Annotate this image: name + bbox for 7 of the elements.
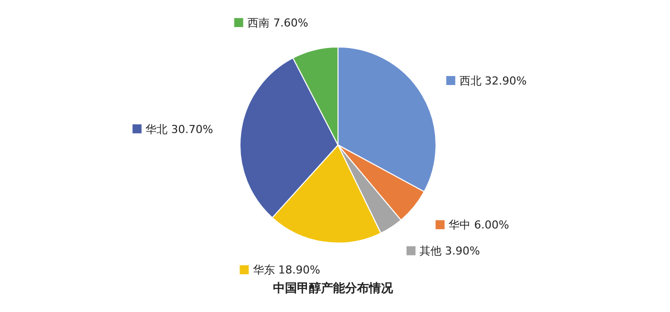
legend-label: 西南 7.60% <box>248 16 308 30</box>
legend-label: 西北 32.90% <box>459 74 527 88</box>
legend-label: 华北 30.70% <box>146 122 214 136</box>
text: 中国甲醇产能分布情况 <box>272 280 394 297</box>
legend-label: 其他 3.90% <box>420 244 480 258</box>
legend-label: 华东 18.90% <box>252 264 320 277</box>
legend-label: 华中 6.00% <box>448 218 510 232</box>
